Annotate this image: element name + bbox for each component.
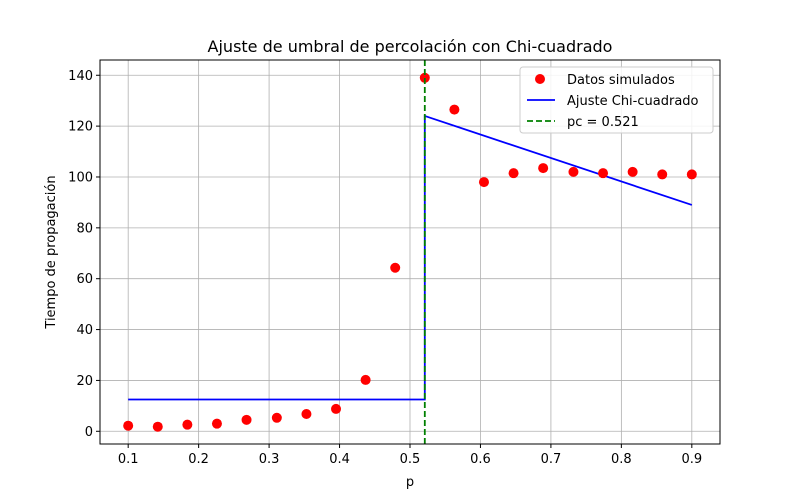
x-tick-label: 0.3 <box>259 452 280 467</box>
x-tick-label: 0.8 <box>611 452 632 467</box>
data-point <box>271 412 282 423</box>
legend-label-fit: Ajuste Chi-cuadrado <box>567 94 699 109</box>
data-point <box>301 408 312 419</box>
data-point <box>627 166 638 177</box>
series-layer <box>123 60 697 444</box>
data-point <box>211 418 222 429</box>
x-tick-label: 0.6 <box>470 452 491 467</box>
chart-title: Ajuste de umbral de percolación con Chi-… <box>208 37 613 56</box>
data-point <box>360 374 371 385</box>
data-point <box>152 421 163 432</box>
y-tick-label: 100 <box>68 170 93 185</box>
data-point <box>568 166 579 177</box>
data-point <box>686 169 697 180</box>
data-point <box>449 104 460 115</box>
legend: Datos simulados Ajuste Chi-cuadrado pc =… <box>519 66 714 134</box>
y-tick-label: 140 <box>68 69 93 84</box>
legend-box <box>519 66 714 134</box>
x-tick-label: 0.2 <box>188 452 209 467</box>
y-tick-label: 40 <box>76 323 93 338</box>
data-point <box>123 420 134 431</box>
data-point <box>538 163 549 174</box>
data-point <box>419 72 430 83</box>
x-tick-label: 0.7 <box>541 452 562 467</box>
data-point <box>598 168 609 179</box>
legend-label-pc: pc = 0.521 <box>567 115 639 130</box>
legend-label-datos: Datos simulados <box>567 73 675 88</box>
fit-line <box>128 114 693 401</box>
x-axis: 0.1 0.2 0.3 0.4 0.5 0.6 0.7 0.8 0.9 <box>118 444 702 467</box>
data-point <box>331 403 342 414</box>
y-tick-label: 80 <box>76 221 93 236</box>
y-tick-label: 20 <box>76 374 93 389</box>
x-axis-title: p <box>406 475 414 490</box>
y-tick-label: 120 <box>68 120 93 135</box>
data-point <box>182 419 193 430</box>
data-point <box>390 262 401 273</box>
data-point <box>241 414 252 425</box>
y-tick-label: 0 <box>85 425 93 440</box>
y-axis: 0 20 40 60 80 100 120 140 <box>68 69 100 440</box>
x-tick-label: 0.9 <box>681 452 702 467</box>
x-tick-label: 0.5 <box>400 452 421 467</box>
legend-marker-scatter <box>535 74 545 84</box>
data-point <box>478 177 489 188</box>
x-tick-label: 0.1 <box>118 452 139 467</box>
data-point <box>508 168 519 179</box>
x-tick-label: 0.4 <box>329 452 350 467</box>
y-tick-label: 60 <box>76 272 93 287</box>
y-axis-title: Tiempo de propagación <box>44 175 59 329</box>
data-point <box>657 169 668 180</box>
